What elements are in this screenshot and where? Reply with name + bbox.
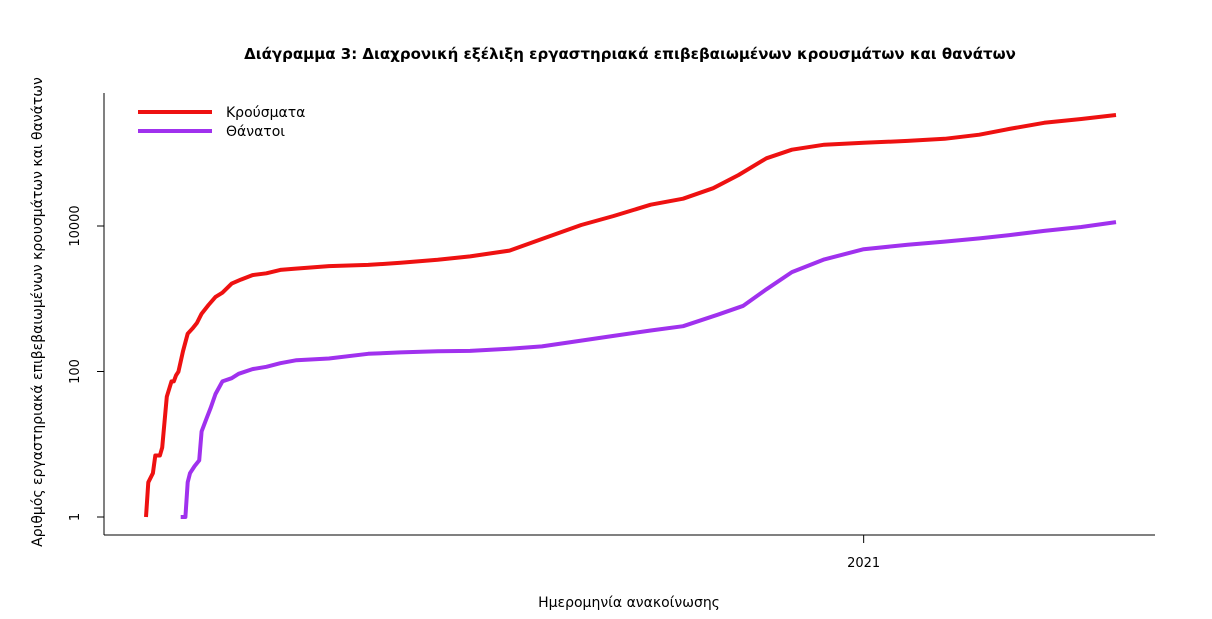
series-line-cases [144,113,1117,518]
x-axis-label: Ημερομηνία ανακοίνωσης [538,595,720,611]
x-ticks: 2021 [847,535,880,571]
x-tick-label: 2021 [847,556,880,571]
legend-label-deaths: Θάνατοι [226,124,285,140]
y-tick-label: 1 [68,513,83,521]
legend: Κρούσματα Θάνατοι [138,105,305,140]
legend-label-cases: Κρούσματα [226,105,305,121]
series-line-deaths [180,220,1117,519]
y-tick-label: 100 [68,359,83,384]
chart-title: Διάγραμμα 3: Διαχρονική εξέλιξη εργαστηρ… [244,45,1016,63]
y-tick-label: 10000 [68,205,83,246]
y-ticks: 1 100 10000 [68,205,104,521]
y-axis-label: Αριθμός εργαστηριακά επιβεβαιωμένων κρου… [30,77,46,547]
series-lines [144,113,1117,519]
